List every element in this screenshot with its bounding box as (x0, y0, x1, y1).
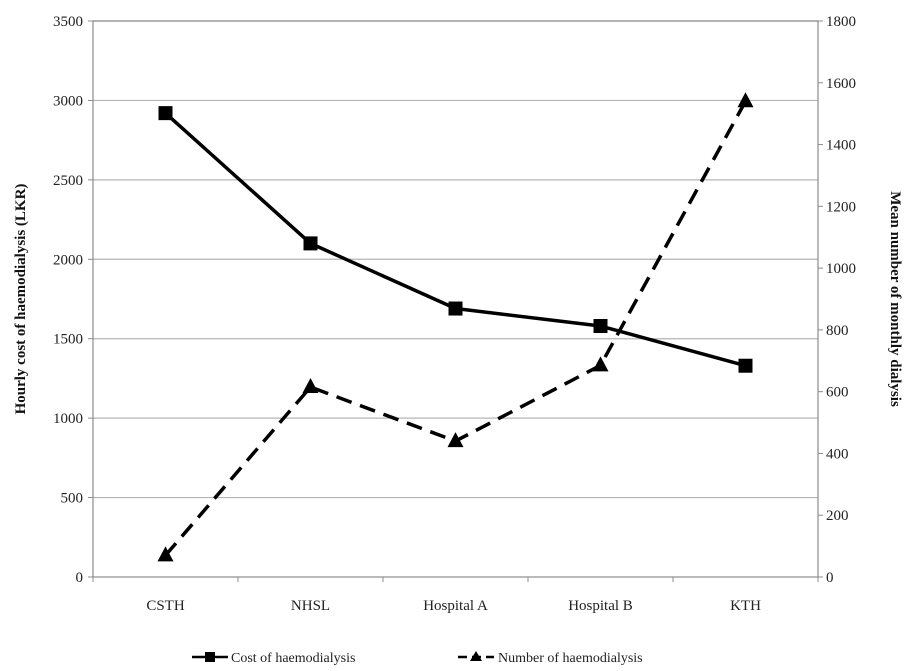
data-point-square (593, 319, 608, 334)
legend-marker-triangle (470, 651, 482, 661)
plot-frame (92, 20, 819, 578)
data-point-square (738, 358, 753, 373)
legend-label-cost: Cost of haemodialysis (231, 651, 355, 666)
series-cost-of-haemodialysis (158, 106, 753, 373)
left-tick-label: 500 (61, 491, 84, 507)
legend: Cost of haemodialysis Number of haemodia… (192, 651, 643, 666)
gridlines (93, 20, 818, 499)
left-tick-label: 1000 (53, 411, 83, 427)
data-point-triangle (157, 546, 174, 562)
data-point-square (448, 301, 463, 316)
data-point-square (158, 106, 173, 121)
left-tick-label: 3500 (53, 14, 83, 30)
data-point-triangle (447, 432, 464, 448)
right-tick-label: 1400 (826, 138, 856, 154)
right-tick-label: 1200 (826, 199, 856, 215)
legend-marker-square (205, 652, 215, 662)
y-axis-left-label: Hourly cost of haemodialysis (LKR) (13, 184, 29, 415)
left-tick-label: 0 (76, 570, 84, 586)
right-axis-ticks: 0 200 400 600 800 1000 1200 1400 1600 1800 (818, 14, 856, 586)
series-number-of-haemodialysis (157, 92, 754, 562)
legend-item-number: Number of haemodialysis (458, 651, 643, 666)
right-tick-label: 0 (826, 570, 834, 586)
right-tick-label: 1000 (826, 261, 856, 277)
x-tick-label: NHSL (291, 598, 330, 614)
y-axis-right-label: Mean number of monthly dialysis (887, 191, 903, 407)
data-point-triangle (737, 92, 754, 108)
series-line (164, 100, 748, 557)
series-layer (157, 92, 754, 562)
left-tick-label: 1500 (53, 332, 83, 348)
data-point-square (303, 236, 318, 251)
legend-label-number: Number of haemodialysis (498, 651, 643, 666)
right-tick-label: 1600 (826, 76, 856, 92)
series-line (164, 111, 746, 368)
left-tick-label: 2000 (53, 252, 83, 268)
data-point-triangle (592, 356, 609, 372)
right-tick-label: 800 (826, 323, 849, 339)
x-tick-label: Hospital B (568, 598, 633, 614)
right-tick-label: 200 (826, 508, 849, 524)
right-tick-label: 600 (826, 385, 849, 401)
left-tick-label: 2500 (53, 173, 83, 189)
right-tick-label: 400 (826, 446, 849, 462)
left-axis-ticks: 0 500 1000 1500 2000 2500 3000 3500 (53, 14, 93, 586)
x-tick-label: KTH (730, 598, 761, 614)
x-axis-ticks: CSTH NHSL Hospital A Hospital B KTH (92, 577, 819, 614)
right-tick-label: 1800 (826, 14, 856, 30)
data-point-triangle (302, 378, 319, 394)
x-tick-label: Hospital A (423, 598, 488, 614)
x-tick-label: CSTH (146, 598, 185, 614)
left-tick-label: 3000 (53, 93, 83, 109)
legend-item-cost: Cost of haemodialysis (192, 651, 355, 666)
